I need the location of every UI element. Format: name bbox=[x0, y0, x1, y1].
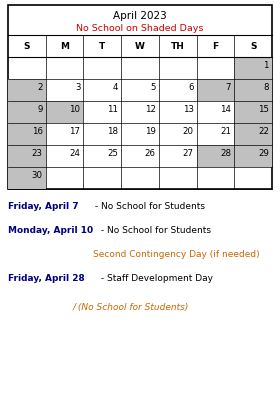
Text: 11: 11 bbox=[107, 105, 118, 114]
Text: 23: 23 bbox=[32, 148, 43, 157]
Text: - No School for Students: - No School for Students bbox=[97, 225, 211, 234]
Text: 7: 7 bbox=[226, 83, 231, 92]
Bar bbox=[234, 146, 272, 168]
Text: S: S bbox=[250, 43, 256, 52]
Text: 12: 12 bbox=[145, 105, 156, 114]
Text: 8: 8 bbox=[263, 83, 269, 92]
Text: 17: 17 bbox=[69, 127, 80, 136]
Bar bbox=[234, 124, 272, 146]
Bar bbox=[8, 124, 46, 146]
Text: 3: 3 bbox=[75, 83, 80, 92]
Bar bbox=[8, 146, 46, 168]
Text: 1: 1 bbox=[263, 61, 269, 70]
Text: 20: 20 bbox=[183, 127, 193, 136]
Text: - Staff Development Day: - Staff Development Day bbox=[97, 273, 213, 282]
Text: S: S bbox=[24, 43, 30, 52]
Text: April 2023: April 2023 bbox=[113, 11, 167, 21]
Text: 24: 24 bbox=[69, 148, 80, 157]
Text: 2: 2 bbox=[37, 83, 43, 92]
Text: 27: 27 bbox=[183, 148, 193, 157]
Text: Friday, April 7: Friday, April 7 bbox=[8, 202, 79, 211]
Text: 13: 13 bbox=[183, 105, 193, 114]
Text: 28: 28 bbox=[220, 148, 231, 157]
Text: Monday, April 10: Monday, April 10 bbox=[8, 225, 93, 234]
Bar bbox=[8, 168, 46, 189]
Bar bbox=[46, 102, 83, 124]
Text: 15: 15 bbox=[258, 105, 269, 114]
Text: 14: 14 bbox=[220, 105, 231, 114]
Bar bbox=[8, 102, 46, 124]
Text: F: F bbox=[212, 43, 218, 52]
Bar bbox=[8, 6, 272, 189]
Bar bbox=[197, 146, 234, 168]
Text: W: W bbox=[135, 43, 145, 52]
Text: Friday, April 28: Friday, April 28 bbox=[8, 273, 85, 282]
Text: TH: TH bbox=[171, 43, 185, 52]
Text: 16: 16 bbox=[32, 127, 43, 136]
Text: / (No School for Students): / (No School for Students) bbox=[73, 302, 189, 311]
Text: 19: 19 bbox=[145, 127, 156, 136]
Text: 22: 22 bbox=[258, 127, 269, 136]
Text: 10: 10 bbox=[69, 105, 80, 114]
Text: 6: 6 bbox=[188, 83, 193, 92]
Text: Second Contingency Day (if needed): Second Contingency Day (if needed) bbox=[93, 249, 260, 258]
Bar bbox=[197, 80, 234, 102]
Bar bbox=[234, 80, 272, 102]
Text: 4: 4 bbox=[113, 83, 118, 92]
Text: - No School for Students: - No School for Students bbox=[92, 202, 205, 211]
Text: 30: 30 bbox=[32, 171, 43, 180]
Text: 5: 5 bbox=[150, 83, 156, 92]
Bar bbox=[234, 102, 272, 124]
Bar bbox=[8, 80, 46, 102]
Text: 9: 9 bbox=[37, 105, 43, 114]
Text: M: M bbox=[60, 43, 69, 52]
Text: No School on Shaded Days: No School on Shaded Days bbox=[76, 24, 204, 33]
Bar bbox=[234, 58, 272, 80]
Text: 25: 25 bbox=[107, 148, 118, 157]
Text: 18: 18 bbox=[107, 127, 118, 136]
Text: T: T bbox=[99, 43, 105, 52]
Text: 21: 21 bbox=[220, 127, 231, 136]
Text: 29: 29 bbox=[258, 148, 269, 157]
Text: 26: 26 bbox=[145, 148, 156, 157]
